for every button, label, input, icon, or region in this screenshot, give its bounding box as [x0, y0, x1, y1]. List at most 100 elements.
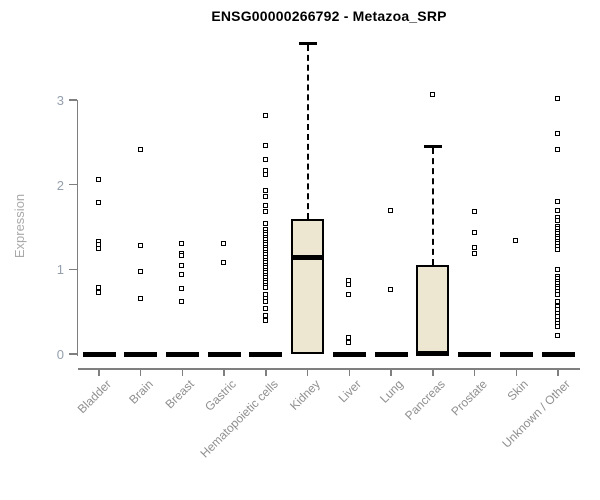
collapsed-box: [499, 351, 533, 357]
outlier-point: [262, 209, 268, 215]
y-axis-tick: [68, 353, 77, 355]
x-axis-tick: [139, 368, 142, 376]
x-axis-tick-label: Liver: [335, 377, 365, 406]
collapsed-box: [332, 351, 366, 357]
outlier-point: [346, 339, 352, 345]
outlier-point: [262, 194, 268, 200]
x-axis-tick: [390, 368, 392, 376]
y-axis-tick: [68, 183, 77, 186]
outlier-point: [555, 208, 561, 214]
upper-whisker: [431, 147, 434, 266]
x-axis-tick: [557, 368, 559, 376]
outlier-point: [262, 156, 268, 162]
y-axis-tick-label: 3: [56, 92, 64, 108]
outlier-point: [346, 334, 352, 340]
x-axis-tick: [223, 368, 225, 376]
outlier-point: [262, 188, 268, 194]
x-axis-tick-label: Gastric: [202, 377, 240, 414]
upper-whisker-cap: [298, 42, 317, 46]
box: [291, 219, 325, 354]
collapsed-box: [249, 351, 283, 357]
outlier-point: [179, 241, 185, 247]
outlier-point: [96, 245, 101, 251]
upper-whisker: [306, 45, 309, 220]
collapsed-box: [207, 351, 241, 357]
outlier-point: [471, 250, 477, 256]
outlier-point: [555, 332, 561, 338]
collapsed-box: [82, 351, 116, 357]
outlier-point: [555, 95, 561, 101]
y-axis-tick: [68, 268, 77, 271]
x-axis-tick: [306, 368, 309, 376]
outlier-point: [179, 299, 185, 304]
outlier-point: [179, 271, 185, 277]
x-axis-tick-label: Pancreas: [401, 377, 448, 423]
outlier-point: [555, 266, 561, 272]
y-axis-line: [76, 100, 78, 356]
outlier-point: [137, 269, 143, 275]
outlier-point: [137, 296, 143, 302]
outlier-point: [262, 285, 268, 291]
x-axis-tick-label: Breast: [162, 377, 198, 412]
outlier-point: [471, 229, 477, 235]
x-axis-tick-label: Hematopoietic cells: [197, 377, 281, 461]
upper-whisker-cap: [423, 144, 442, 148]
median-line: [416, 351, 450, 356]
outlier-point: [221, 241, 227, 247]
outlier-point: [555, 299, 561, 304]
outlier-point: [388, 287, 394, 293]
outlier-point: [96, 199, 101, 205]
collapsed-box: [541, 351, 575, 357]
x-axis-tick: [473, 368, 476, 376]
outlier-point: [179, 253, 185, 259]
outlier-point: [262, 299, 268, 304]
y-axis-tick: [68, 99, 77, 101]
outlier-point: [262, 305, 268, 311]
x-axis-line: [78, 368, 580, 370]
outlier-point: [262, 312, 268, 318]
outlier-point: [221, 260, 227, 266]
collapsed-box: [165, 351, 199, 357]
outlier-point: [96, 289, 101, 295]
y-axis-tick-label: 1: [56, 262, 64, 278]
chart-title: ENSG00000266792 - Metazoa_SRP: [211, 8, 447, 24]
outlier-point: [513, 238, 519, 244]
outlier-point: [137, 243, 143, 249]
x-axis-tick-label: Prostate: [447, 377, 490, 419]
y-axis-title: Expression: [12, 193, 27, 259]
x-axis-tick: [265, 368, 267, 376]
outlier-point: [262, 112, 268, 118]
outlier-point: [555, 130, 561, 136]
outlier-point: [346, 282, 352, 288]
outlier-point: [262, 317, 268, 323]
x-axis-tick: [515, 368, 518, 376]
outlier-point: [471, 209, 477, 215]
x-axis-tick-label: Brain: [125, 377, 156, 407]
collapsed-box: [124, 351, 158, 357]
collapsed-box: [374, 351, 408, 357]
x-axis-tick: [181, 368, 184, 376]
outlier-point: [96, 177, 101, 183]
outlier-point: [262, 221, 268, 227]
outlier-point: [179, 262, 185, 268]
outlier-point: [262, 143, 268, 149]
x-axis-tick-label: Lung: [377, 377, 407, 406]
outlier-point: [555, 199, 561, 205]
outlier-point: [555, 147, 561, 153]
outlier-point: [137, 146, 143, 152]
x-axis-tick-label: Skin: [504, 377, 532, 404]
x-axis-tick-label: Kidney: [286, 377, 323, 413]
collapsed-box: [458, 351, 492, 357]
outlier-point: [471, 244, 477, 250]
box: [416, 265, 450, 354]
outlier-point: [555, 217, 561, 223]
y-axis-tick-label: 2: [56, 177, 64, 193]
outlier-point: [429, 91, 435, 97]
outlier-point: [555, 324, 561, 330]
x-axis-tick-label: Bladder: [74, 377, 114, 417]
outlier-point: [262, 172, 268, 177]
y-axis-tick-label: 0: [56, 347, 64, 362]
outlier-point: [555, 292, 561, 298]
outlier-point: [262, 203, 268, 209]
